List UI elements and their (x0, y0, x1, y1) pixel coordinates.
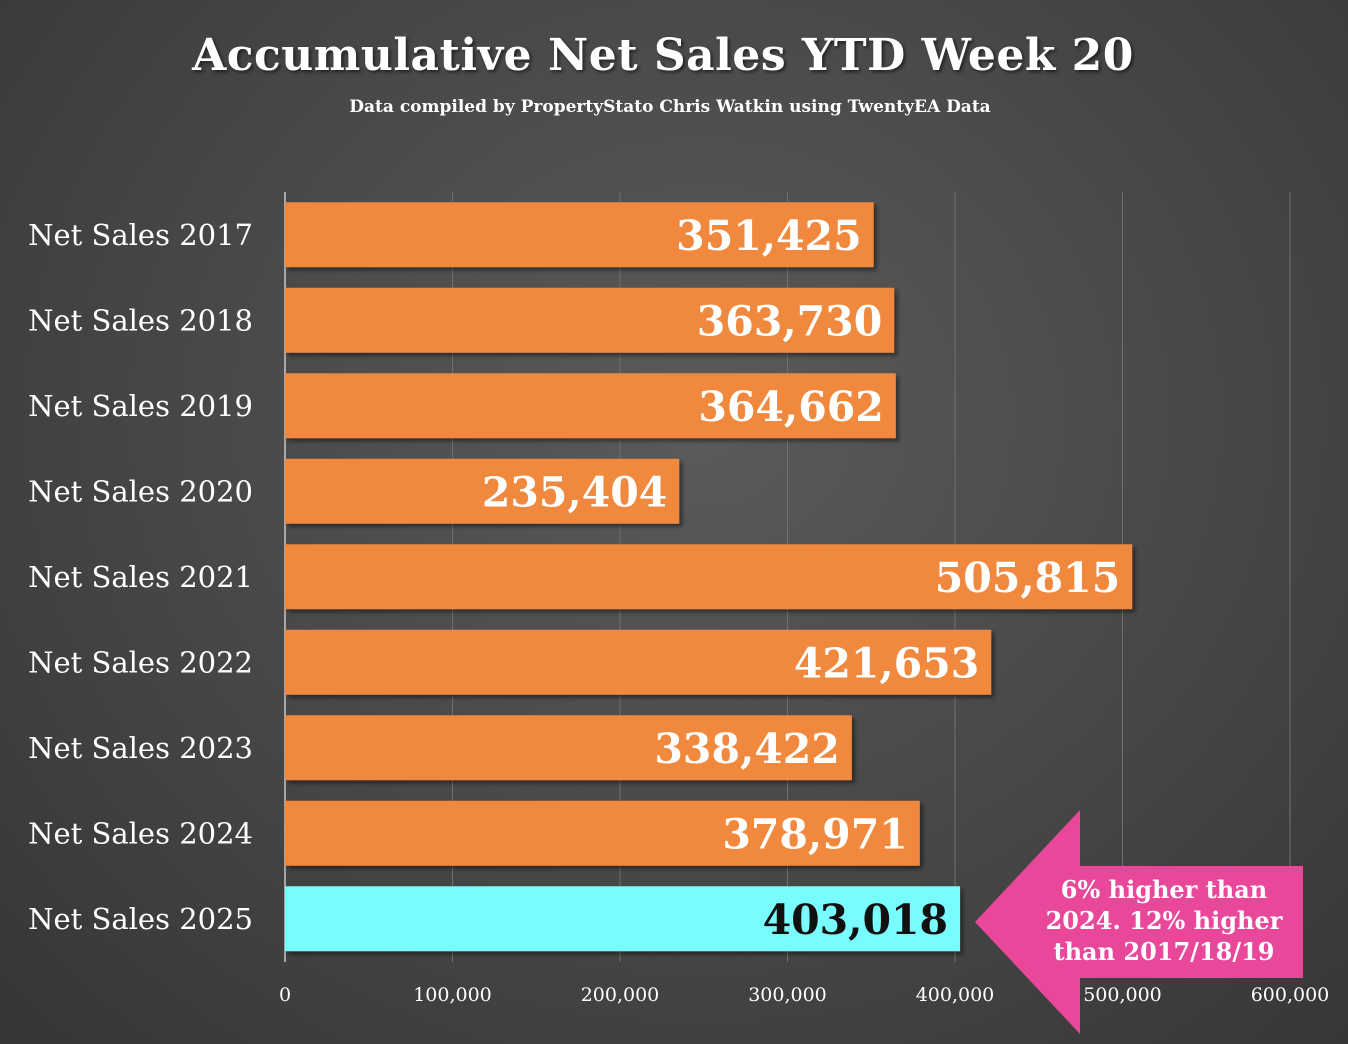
category-label: Net Sales 2023 (28, 731, 253, 765)
category-label: Net Sales 2020 (28, 474, 253, 508)
data-label: 338,422 (654, 725, 839, 773)
x-tick-label: 0 (279, 984, 291, 1006)
x-tick-label: 600,000 (1251, 984, 1330, 1006)
bar (285, 800, 920, 866)
data-label: 235,404 (482, 468, 667, 516)
category-label: Net Sales 2018 (28, 303, 253, 337)
bar (285, 544, 1133, 610)
data-label: 363,730 (697, 297, 882, 345)
bar (285, 287, 895, 353)
data-label: 421,653 (794, 639, 979, 687)
bar (285, 458, 680, 524)
callout-arrow (975, 810, 1303, 1034)
x-tick-label: 200,000 (581, 984, 660, 1006)
x-tick-label: 500,000 (1083, 984, 1162, 1006)
bar (285, 202, 874, 268)
data-label: 505,815 (935, 554, 1120, 602)
bar (285, 715, 852, 781)
chart-title: Accumulative Net Sales YTD Week 20 (192, 30, 1134, 81)
chart-subtitle: Data compiled by PropertyStato Chris Wat… (349, 97, 991, 117)
callout-text: 2024. 12% higher (1046, 906, 1283, 935)
category-label: Net Sales 2017 (28, 218, 253, 252)
bar (285, 373, 896, 439)
category-label: Net Sales 2024 (28, 816, 253, 850)
category-label: Net Sales 2021 (28, 560, 253, 594)
callout-text: than 2017/18/19 (1053, 937, 1274, 966)
bar (285, 629, 992, 695)
callout-text: 6% higher than (1061, 875, 1267, 904)
x-tick-label: 400,000 (916, 984, 995, 1006)
x-tick-label: 300,000 (748, 984, 827, 1006)
bar (285, 886, 961, 952)
data-label: 351,425 (676, 212, 861, 260)
data-label: 364,662 (698, 383, 883, 431)
category-label: Net Sales 2025 (28, 902, 253, 936)
data-label: 378,971 (722, 810, 907, 858)
data-label: 403,018 (763, 896, 948, 944)
category-label: Net Sales 2022 (28, 645, 253, 679)
category-label: Net Sales 2019 (28, 389, 253, 423)
x-tick-label: 100,000 (413, 984, 492, 1006)
